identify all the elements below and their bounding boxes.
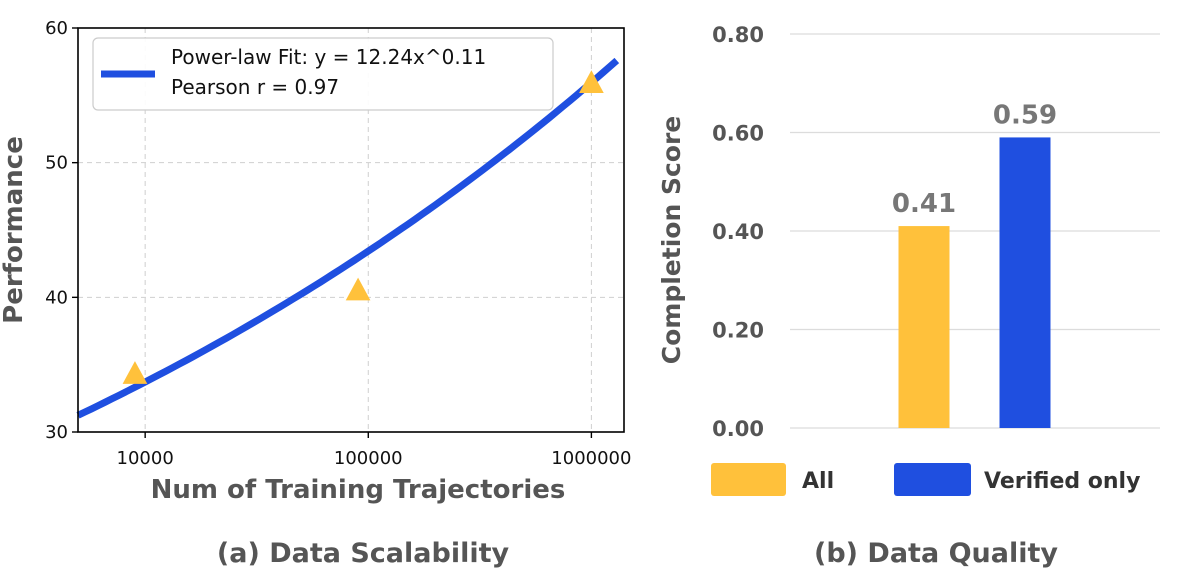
a-legend: Power-law Fit: y = 12.24x^0.11 Pearson r… [92, 37, 554, 111]
a-points [122, 70, 604, 384]
b-y-ticks: 0.00 0.20 0.40 0.60 0.80 [712, 23, 764, 441]
b-legend-label-verified: Verified only [984, 469, 1140, 494]
a-fit-line-group [76, 57, 620, 419]
b-legend-label-all: All [802, 469, 834, 494]
b-bar [898, 226, 950, 428]
a-y-axis-title: Performance [0, 136, 29, 324]
a-plot-frame [77, 27, 625, 433]
b-bar-value-label: 0.59 [993, 100, 1057, 130]
a-caption: (a) Data Scalability [217, 538, 510, 569]
a-y-tick-label: 30 [45, 422, 68, 443]
b-bar-value-label: 0.41 [892, 189, 956, 219]
a-y-tick-label: 50 [45, 153, 68, 174]
b-legend-swatch-verified [894, 463, 971, 496]
b-bars: 0.41 0.59 [892, 100, 1057, 429]
a-x-tick-label: 10000 [117, 448, 174, 469]
b-legend: All Verified only [711, 463, 1140, 496]
a-x-tick-label: 100000 [334, 448, 403, 469]
a-data-point [122, 361, 148, 384]
b-y-axis-title: Completion Score [657, 116, 686, 364]
b-y-tick-label: 0.20 [712, 319, 764, 343]
b-y-tick-label: 0.40 [712, 220, 764, 244]
b-caption: (b) Data Quality [814, 538, 1058, 569]
a-x-tick-label: 1000000 [551, 448, 631, 469]
b-grid [790, 33, 1160, 429]
a-y-ticks: 30 40 50 60 [45, 18, 78, 443]
b-y-tick-label: 0.00 [712, 417, 764, 441]
a-y-tick-label: 60 [45, 18, 68, 39]
b-bar [999, 137, 1051, 429]
a-x-axis-title: Num of Training Trajectories [151, 475, 566, 505]
a-y-tick-label: 40 [45, 287, 68, 308]
b-y-tick-label: 0.60 [712, 122, 764, 146]
a-legend-fit-label: Power-law Fit: y = 12.24x^0.11 [171, 45, 486, 69]
b-legend-swatch-all [711, 463, 786, 496]
a-fit-line [76, 57, 620, 419]
a-legend-box [92, 37, 554, 111]
a-data-point [579, 70, 604, 93]
b-y-tick-label: 0.80 [712, 23, 764, 47]
chart-a: 30 40 50 60 10000 100000 1000000 Power-law Fi… [0, 18, 631, 569]
a-legend-pearson-label: Pearson r = 0.97 [171, 75, 339, 99]
a-data-point [345, 277, 371, 301]
a-x-ticks: 10000 100000 1000000 [117, 432, 631, 469]
chart-b: 0.00 0.20 0.40 0.60 0.80 0.41 0.59 Completion… [657, 23, 1160, 569]
